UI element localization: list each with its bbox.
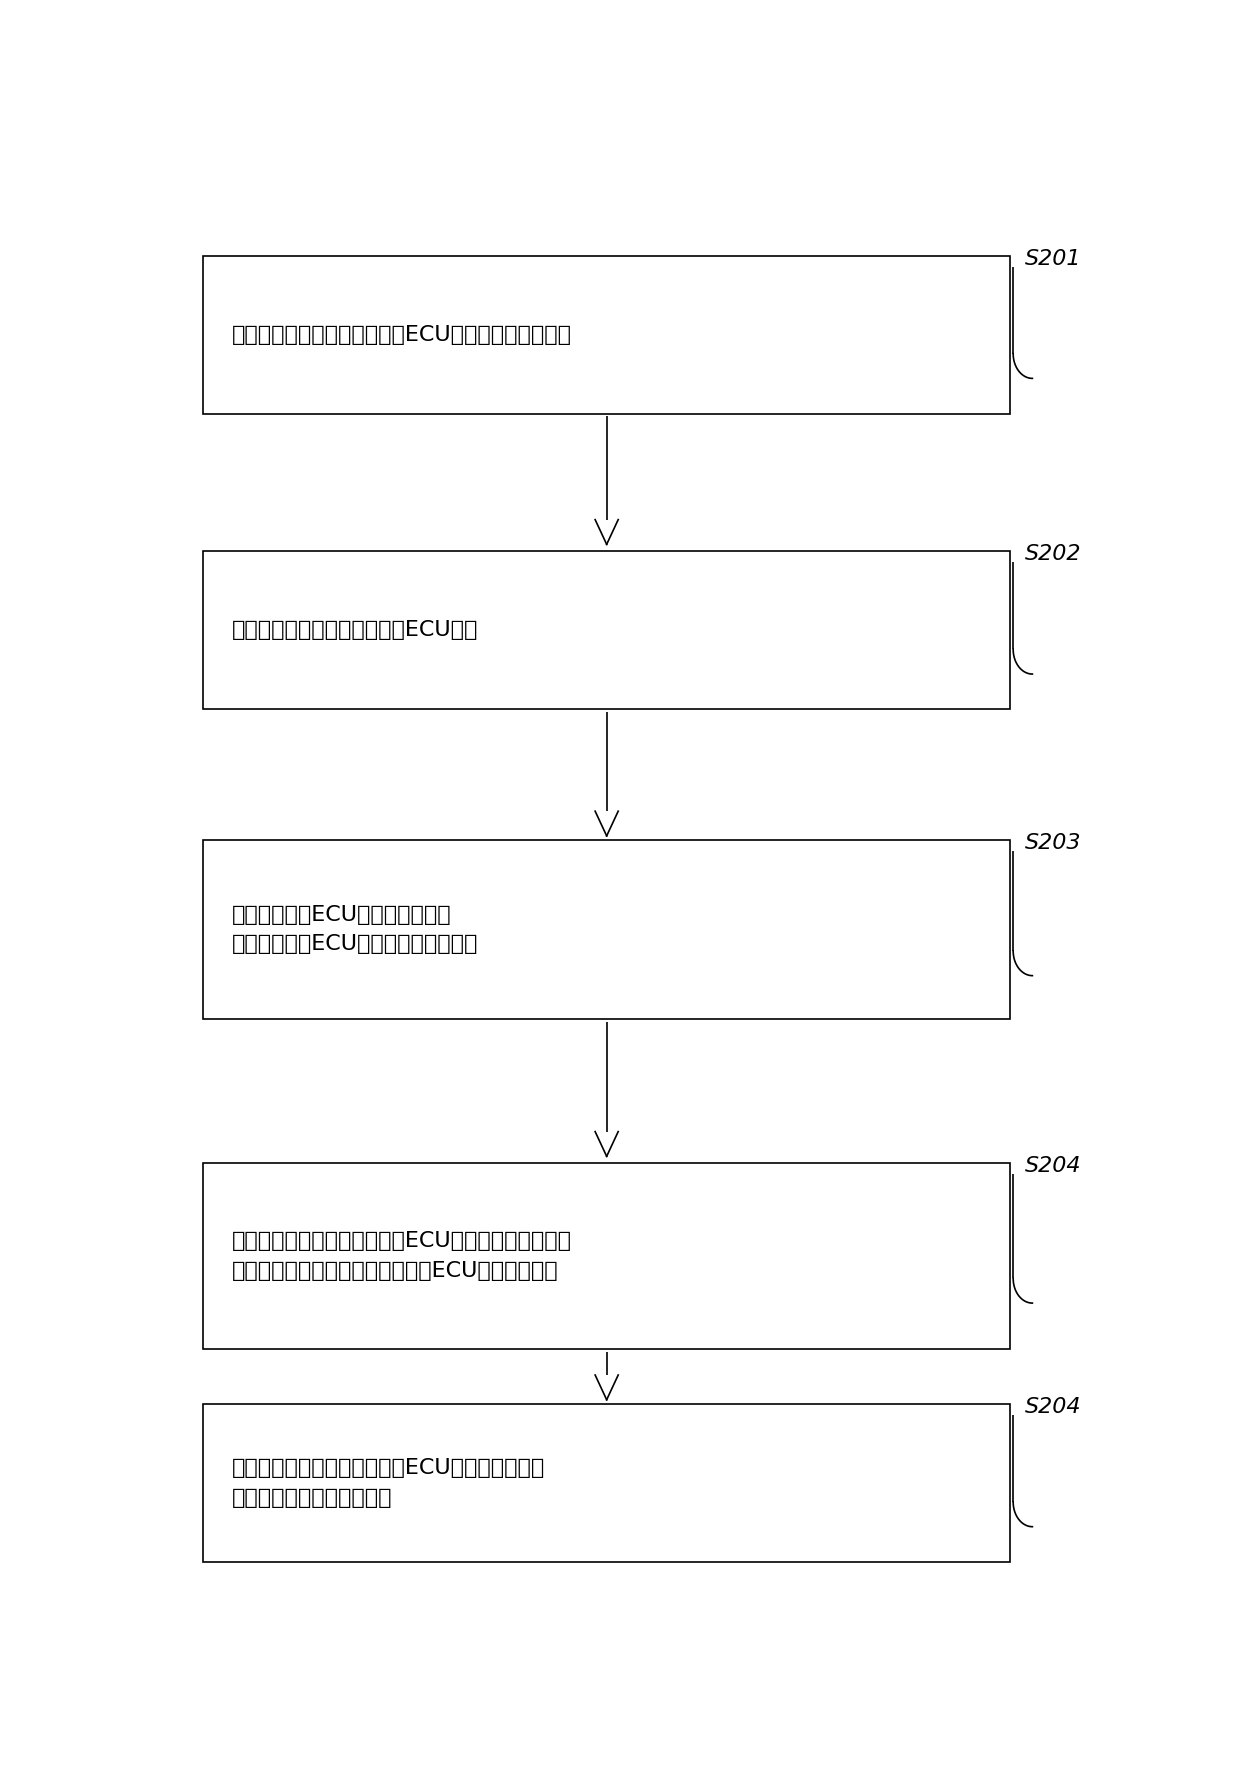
Text: S204: S204 — [1024, 1156, 1081, 1177]
Text: 判断各个所述ECU是否通讯正常，
将通讯正常的ECU添加到诊断菜单列表: 判断各个所述ECU是否通讯正常， 将通讯正常的ECU添加到诊断菜单列表 — [232, 906, 479, 954]
Text: S204: S204 — [1024, 1397, 1081, 1416]
Text: 通过所述通讯参数分别与各个ECU通讯: 通过所述通讯参数分别与各个ECU通讯 — [232, 620, 479, 641]
Text: S201: S201 — [1024, 248, 1081, 268]
Text: 分别对所述诊断菜单列表上的ECU进行故障诊断，
以对实现对整车的故障分析: 分别对所述诊断菜单列表上的ECU进行故障诊断， 以对实现对整车的故障分析 — [232, 1457, 546, 1507]
Bar — [203, 1163, 1011, 1348]
Text: 分别将所述诊断菜单列表上的ECU通过显示装置显示，
并接收用户的根据所述显示输入的ECU故障诊断指令: 分别将所述诊断菜单列表上的ECU通过显示装置显示， 并接收用户的根据所述显示输入… — [232, 1231, 572, 1281]
Bar — [203, 839, 1011, 1018]
Text: 根据汽车的车型，分别对各个ECU的通讯参数进行设置: 根据汽车的车型，分别对各个ECU的通讯参数进行设置 — [232, 325, 572, 345]
Bar — [203, 1404, 1011, 1563]
Bar — [203, 255, 1011, 414]
Text: S203: S203 — [1024, 832, 1081, 854]
Text: S202: S202 — [1024, 545, 1081, 564]
Bar — [203, 552, 1011, 709]
